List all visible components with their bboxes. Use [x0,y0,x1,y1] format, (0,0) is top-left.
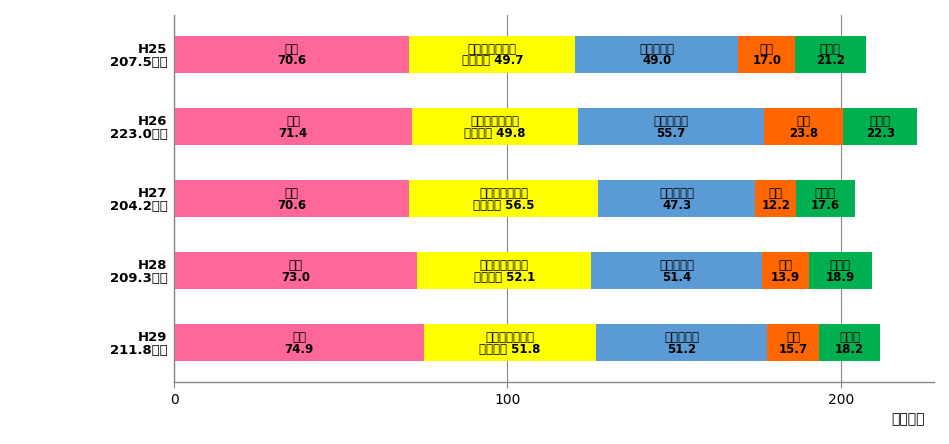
Text: 17.0: 17.0 [753,55,781,67]
Text: 国県支出金: 国県支出金 [654,115,688,128]
Text: 21.2: 21.2 [816,55,845,67]
Text: 74.9: 74.9 [285,343,314,356]
Text: （億円）: （億円） [892,412,925,426]
Text: 市税: 市税 [288,259,303,272]
Text: 市税: 市税 [287,115,300,128]
Text: 市債: 市債 [796,115,810,128]
Text: 国県支出金: 国県支出金 [640,43,674,56]
Text: 51.4: 51.4 [662,270,692,284]
Bar [578,108,764,145]
Text: H25: H25 [139,43,168,56]
Bar [809,252,872,289]
Bar [424,324,596,361]
Text: 17.6: 17.6 [810,198,840,211]
Text: 22.3: 22.3 [865,127,895,139]
Bar [795,36,865,73]
Bar [843,108,918,145]
Bar [738,36,795,73]
Text: ・交付税 49.8: ・交付税 49.8 [464,127,526,139]
Text: 18.2: 18.2 [835,343,865,356]
Text: 18.9: 18.9 [826,270,855,284]
Text: ・交付税 56.5: ・交付税 56.5 [473,198,534,211]
Bar [175,252,418,289]
Bar [767,324,819,361]
Text: 国県支出金: 国県支出金 [659,187,694,200]
Bar [175,180,409,218]
Text: 市税: 市税 [285,43,299,56]
Text: 市債: 市債 [786,331,800,345]
Text: 49.0: 49.0 [642,55,671,67]
Text: H26: H26 [138,115,168,127]
Text: 市税: 市税 [292,331,306,345]
Bar [764,108,843,145]
Text: 12.2: 12.2 [761,198,791,211]
Text: H28: H28 [138,258,168,272]
Bar [591,252,762,289]
Bar [418,252,591,289]
Text: 23.8: 23.8 [789,127,818,139]
Text: 国県支出金: 国県支出金 [664,331,699,345]
Text: 70.6: 70.6 [277,55,307,67]
Text: 204.2億円: 204.2億円 [110,200,168,213]
Text: 223.0億円: 223.0億円 [110,127,168,141]
Text: 15.7: 15.7 [778,343,808,356]
Text: 55.7: 55.7 [657,127,685,139]
Bar [596,324,767,361]
Text: 市税: 市税 [285,187,299,200]
Bar [575,36,738,73]
Bar [409,36,575,73]
Bar [598,180,755,218]
Text: その他: その他 [869,115,891,128]
Text: ・交付税 49.7: ・交付税 49.7 [461,55,523,67]
Text: 譲与税・交付金: 譲与税・交付金 [468,43,517,56]
Text: その他: その他 [829,259,850,272]
Text: 13.9: 13.9 [771,270,800,284]
Text: 71.4: 71.4 [279,127,307,139]
Bar [409,180,598,218]
Text: 207.5億円: 207.5億円 [110,56,168,69]
Text: 47.3: 47.3 [662,198,691,211]
Text: 譲与税・交付金: 譲与税・交付金 [471,115,520,128]
Text: その他: その他 [820,43,841,56]
Bar [412,108,578,145]
Bar [819,324,880,361]
Text: ・交付税 52.1: ・交付税 52.1 [474,270,535,284]
Text: 73.0: 73.0 [281,270,310,284]
Text: 209.3億円: 209.3億円 [110,272,168,285]
Text: 市債: 市債 [760,43,773,56]
Text: H29: H29 [139,331,168,344]
Text: 譲与税・交付金: 譲与税・交付金 [486,331,534,345]
Text: 51.2: 51.2 [667,343,697,356]
Text: H27: H27 [139,186,168,199]
Text: ・交付税 51.8: ・交付税 51.8 [479,343,541,356]
Text: 国県支出金: 国県支出金 [660,259,695,272]
Text: その他: その他 [815,187,836,200]
Bar [175,324,424,361]
Bar [755,180,796,218]
Text: 211.8億円: 211.8億円 [110,344,168,357]
Text: その他: その他 [839,331,860,345]
Bar [175,36,409,73]
Text: 市債: 市債 [778,259,792,272]
Bar [762,252,809,289]
Text: 市債: 市債 [769,187,783,200]
Text: 譲与税・交付金: 譲与税・交付金 [479,187,529,200]
Text: 譲与税・交付金: 譲与税・交付金 [480,259,529,272]
Bar [175,108,412,145]
Bar [796,180,855,218]
Text: 70.6: 70.6 [277,198,307,211]
